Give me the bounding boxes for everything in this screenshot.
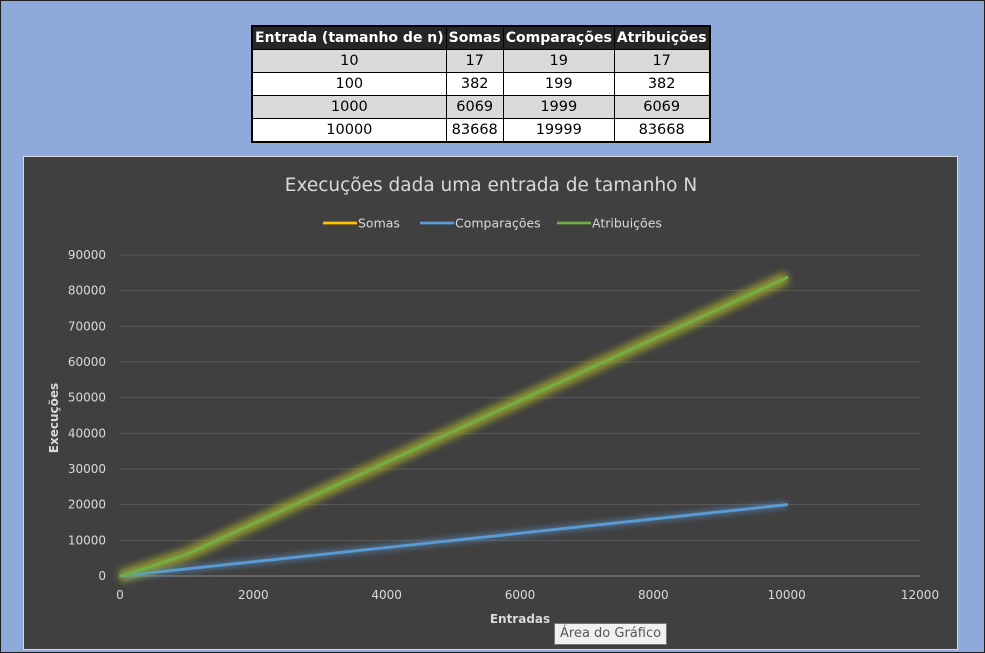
header-comparacoes[interactable]: Comparações: [502, 25, 615, 50]
table-row: 10000 83668 19999 83668: [251, 118, 711, 143]
table-cell[interactable]: 382: [445, 72, 504, 96]
legend-item[interactable]: Comparações: [420, 216, 541, 231]
data-point[interactable]: [185, 552, 189, 556]
chart-area[interactable]: Execuções dada uma entrada de tamanho N …: [23, 156, 958, 650]
plot-area[interactable]: [119, 273, 789, 581]
x-tick-label: 4000: [371, 588, 402, 602]
data-point[interactable]: [125, 573, 129, 577]
legend-label: Comparações: [455, 216, 541, 231]
table-cell[interactable]: 19999: [502, 118, 615, 143]
table-cell[interactable]: 382: [613, 72, 711, 96]
chart-svg: Execuções dada uma entrada de tamanho N …: [47, 175, 939, 626]
table-cell[interactable]: 6069: [613, 95, 711, 119]
header-atribuicoes[interactable]: Atribuições: [613, 25, 711, 50]
series-atribuicoes[interactable]: [119, 273, 789, 581]
table-cell[interactable]: 1999: [502, 95, 615, 119]
y-tick-label: 30000: [68, 462, 106, 476]
y-axis-ticks: 0 10000 20000 30000 40000 50000 60000 70000 8000…: [68, 248, 106, 583]
table-row: 100 382 199 382: [251, 72, 711, 96]
y-tick-label: 10000: [68, 533, 106, 547]
table-row: 1000 6069 1999 6069: [251, 95, 711, 119]
legend-item[interactable]: Atribuições: [557, 216, 662, 231]
x-tick-label: 12000: [901, 588, 939, 602]
y-tick-label: 0: [98, 569, 106, 583]
table-cell[interactable]: 10: [251, 49, 447, 73]
table-row: 10 17 19 17: [251, 49, 711, 73]
data-point[interactable]: [119, 574, 123, 578]
table-cell[interactable]: 199: [502, 72, 615, 96]
y-tick-label: 60000: [68, 355, 106, 369]
x-tick-label: 6000: [505, 588, 536, 602]
table-header-row: Entrada (tamanho de n) Somas Comparações…: [251, 25, 711, 50]
table-cell[interactable]: 19: [502, 49, 615, 73]
y-axis-title[interactable]: Execuções: [47, 383, 61, 453]
table-cell[interactable]: 1000: [251, 95, 447, 119]
y-tick-label: 70000: [68, 319, 106, 333]
legend-label: Atribuições: [592, 216, 662, 231]
legend-label: Somas: [358, 216, 400, 231]
y-tick-label: 90000: [68, 248, 106, 262]
table-cell[interactable]: 83668: [445, 118, 504, 143]
table-cell[interactable]: 6069: [445, 95, 504, 119]
x-tick-label: 10000: [768, 588, 806, 602]
y-tick-label: 80000: [68, 284, 106, 298]
y-tick-label: 20000: [68, 498, 106, 512]
table-cell[interactable]: 100: [251, 72, 447, 96]
table-cell[interactable]: 10000: [251, 118, 447, 143]
x-tick-label: 0: [116, 588, 124, 602]
y-tick-label: 40000: [68, 426, 106, 440]
chart-title[interactable]: Execuções dada uma entrada de tamanho N: [285, 175, 697, 196]
series-line[interactable]: [119, 276, 789, 578]
data-table: Entrada (tamanho de n) Somas Comparações…: [251, 25, 711, 143]
header-entrada[interactable]: Entrada (tamanho de n): [251, 25, 447, 50]
header-somas[interactable]: Somas: [445, 25, 504, 50]
table-cell[interactable]: 83668: [613, 118, 711, 143]
table-cell[interactable]: 17: [445, 49, 504, 73]
legend-item[interactable]: Somas: [323, 216, 400, 231]
data-point[interactable]: [785, 276, 789, 279]
x-tick-label: 8000: [638, 588, 669, 602]
y-tick-label: 50000: [68, 391, 106, 405]
x-tick-label: 2000: [238, 588, 269, 602]
table-cell[interactable]: 17: [613, 49, 711, 73]
data-point[interactable]: [185, 567, 189, 571]
data-point[interactable]: [785, 503, 789, 507]
x-axis-ticks: 0 2000 4000 6000 8000 10000 12000: [116, 588, 939, 602]
x-axis-title[interactable]: Entradas: [490, 612, 550, 626]
chart-area-tooltip: Área do Gráfico: [554, 623, 668, 645]
legend[interactable]: Somas Comparações Atribuições: [323, 216, 662, 231]
